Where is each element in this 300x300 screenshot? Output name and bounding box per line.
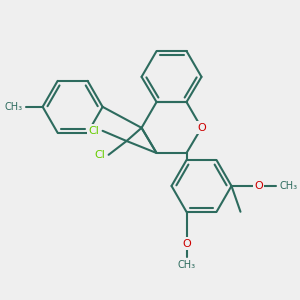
Text: O: O (254, 181, 263, 191)
Text: Cl: Cl (89, 126, 100, 136)
Text: O: O (182, 239, 191, 249)
Text: CH₃: CH₃ (279, 181, 298, 191)
Text: CH₃: CH₃ (178, 260, 196, 270)
Text: CH₃: CH₃ (5, 102, 23, 112)
Text: O: O (197, 123, 206, 133)
Text: Cl: Cl (95, 150, 106, 160)
